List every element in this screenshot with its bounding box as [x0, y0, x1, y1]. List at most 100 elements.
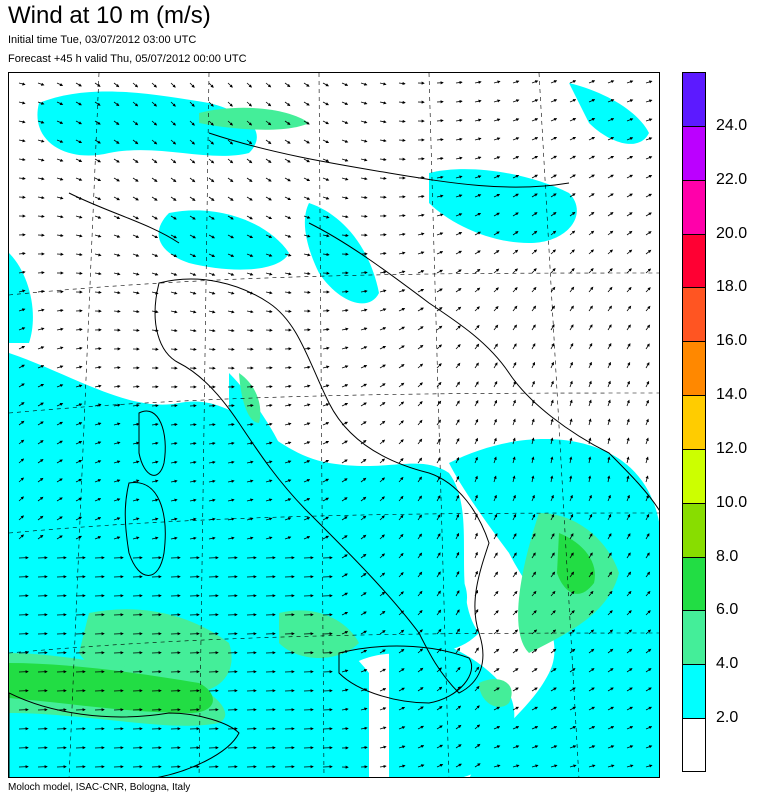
wind-arrow: [284, 498, 292, 502]
wind-arrow: [189, 101, 195, 107]
wind-arrow: [75, 535, 83, 540]
wind-arrow: [588, 456, 592, 464]
wind-arrow: [189, 291, 197, 295]
wind-arrow: [436, 175, 444, 179]
wind-arrow: [151, 291, 159, 295]
wind-arrow: [588, 475, 592, 483]
wind-arrow: [189, 253, 197, 257]
wind-arrow: [246, 441, 254, 445]
wind-arrow: [379, 707, 387, 711]
wind-arrow: [607, 494, 611, 502]
wind-arrow: [455, 288, 462, 293]
wind-arrow: [436, 269, 444, 274]
wind-arrow: [284, 120, 291, 125]
wind-arrow: [493, 437, 497, 445]
wind-arrow: [493, 764, 501, 768]
wind-arrow: [626, 726, 634, 730]
wind-arrow: [113, 139, 120, 144]
wind-arrow: [379, 668, 387, 673]
wind-arrow: [56, 158, 64, 162]
wind-arrow: [626, 399, 630, 407]
wind-arrow: [607, 629, 614, 635]
wind-arrow: [531, 706, 539, 711]
wind-arrow: [113, 309, 121, 313]
wind-arrow: [341, 215, 349, 219]
wind-arrow: [227, 120, 233, 126]
wind-arrow: [550, 399, 554, 407]
wind-arrow: [132, 291, 140, 295]
wind-arrow: [398, 401, 405, 407]
wind-arrow: [493, 533, 498, 540]
wind-arrow: [531, 174, 539, 179]
wind-arrow: [360, 745, 368, 750]
wind-arrow: [550, 513, 555, 521]
wind-arrow: [436, 533, 441, 540]
wind-arrow: [113, 479, 121, 483]
wind-arrow: [531, 648, 538, 654]
wind-arrow: [607, 552, 612, 559]
wind-arrow: [284, 384, 292, 388]
wind-arrow: [151, 82, 157, 88]
wind-arrow: [645, 590, 651, 597]
wind-arrow: [341, 402, 349, 407]
wind-arrow: [94, 234, 102, 238]
wind-arrow: [379, 101, 387, 105]
wind-arrow: [170, 82, 176, 88]
wind-arrow: [132, 385, 140, 389]
wind-arrow: [113, 498, 121, 502]
wind-arrow: [569, 726, 577, 730]
wind-arrow: [398, 726, 406, 730]
wind-arrow: [550, 249, 556, 255]
wind-arrow: [569, 494, 573, 502]
wind-arrow: [113, 215, 121, 219]
wind-arrow: [569, 99, 577, 103]
wind-arrow: [588, 136, 596, 141]
colorbar-label: 2.0: [716, 709, 739, 727]
wind-arrow: [398, 289, 406, 293]
wind-arrow: [113, 536, 121, 540]
wind-arrow: [113, 403, 121, 407]
wind-arrow: [474, 137, 482, 141]
wind-arrow: [569, 361, 573, 369]
wind-arrow: [588, 437, 592, 445]
wind-arrow: [132, 479, 140, 483]
wind-arrow: [626, 418, 630, 426]
wind-arrow: [493, 745, 501, 749]
wind-arrow: [284, 403, 292, 407]
wind-arrow: [455, 344, 461, 350]
wind-arrow: [550, 342, 555, 350]
wind-arrow: [493, 399, 498, 407]
wind-arrow: [265, 422, 273, 426]
wind-arrow: [417, 419, 423, 426]
wind-arrow: [94, 290, 102, 294]
wind-arrow: [360, 496, 367, 502]
wind-arrow: [18, 496, 24, 502]
wind-arrow: [360, 630, 368, 635]
wind-arrow: [132, 517, 140, 521]
wind-arrow: [265, 120, 272, 126]
wind-arrow: [417, 745, 425, 749]
wind-arrow: [626, 494, 630, 502]
wind-arrow: [588, 494, 592, 502]
wind-arrow: [626, 764, 634, 768]
wind-arrow: [379, 745, 387, 749]
wind-arrow: [645, 571, 651, 578]
wind-arrow: [75, 346, 83, 350]
wind-arrow: [493, 306, 499, 312]
wind-arrow: [512, 437, 516, 445]
wind-arrow: [265, 234, 273, 238]
wind-arrow: [455, 175, 463, 179]
wind-arrow: [360, 440, 367, 445]
wind-arrow: [512, 324, 517, 331]
wind-arrow: [607, 380, 611, 388]
wind-arrow: [18, 327, 26, 331]
wind-arrow: [588, 99, 596, 103]
wind-arrow: [379, 82, 387, 86]
wind-arrow: [360, 402, 367, 407]
wind-arrow: [626, 456, 630, 464]
wind-arrow: [455, 590, 460, 597]
wind-arrow: [360, 365, 368, 369]
wind-arrow: [208, 158, 215, 164]
wind-arrow: [208, 347, 216, 351]
wind-arrow: [18, 439, 25, 445]
